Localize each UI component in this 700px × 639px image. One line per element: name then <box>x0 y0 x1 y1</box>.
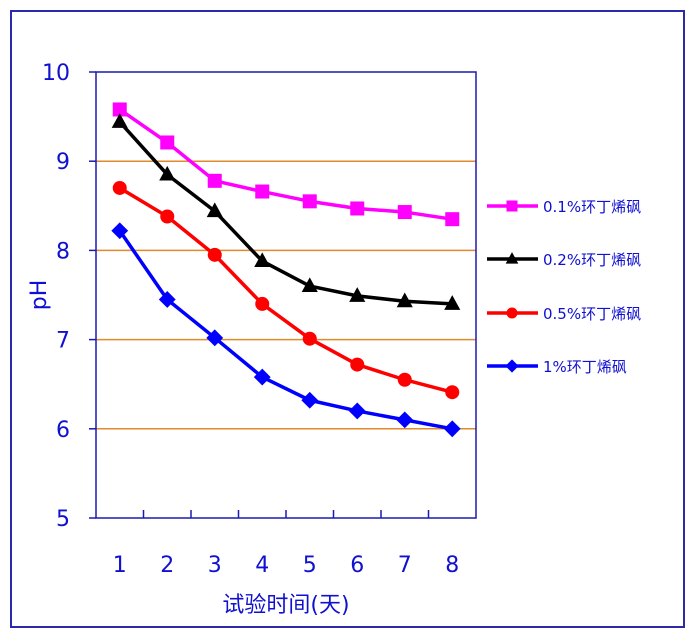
data-point <box>350 357 365 372</box>
data-point <box>255 184 270 199</box>
legend: 0.1%环丁烯砜 0.2%环丁烯砜 0.5%环丁烯砜 1%环丁烯砜 <box>487 198 641 376</box>
legend-swatch-marker <box>506 200 518 212</box>
data-point <box>349 287 366 302</box>
y-tick-label: 5 <box>56 507 70 532</box>
x-tick-label: 4 <box>255 553 269 578</box>
x-tick-labels: 1 2 3 4 5 6 7 8 <box>113 553 460 578</box>
data-point <box>207 247 222 262</box>
y-tick-labels: 5 6 7 8 9 10 <box>42 61 70 532</box>
legend-swatch-marker <box>505 252 519 264</box>
data-point <box>158 291 176 308</box>
series-line <box>118 108 453 221</box>
grid-lines <box>96 160 476 430</box>
legend-swatch-marker <box>505 359 519 373</box>
series-line <box>118 120 453 306</box>
data-point <box>350 201 365 216</box>
x-tick-label: 5 <box>303 553 317 578</box>
data-point <box>159 165 176 181</box>
x-tick-label: 6 <box>350 553 364 578</box>
data-point <box>301 277 318 293</box>
y-axis-title: pH <box>27 280 52 311</box>
legend-item-1: 0.1%环丁烯砜 <box>487 198 641 216</box>
data-point <box>396 292 413 308</box>
y-tick-label: 7 <box>56 329 70 354</box>
x-tick-label: 2 <box>160 553 174 578</box>
legend-label: 0.2%环丁烯砜 <box>543 251 641 269</box>
data-point <box>112 180 127 195</box>
y-tick-label: 6 <box>56 418 70 443</box>
y-tick-label: 8 <box>56 239 70 264</box>
series-layer <box>111 102 461 438</box>
x-axis-title: 试验时间(天) <box>222 593 349 618</box>
data-point <box>255 296 270 311</box>
data-point <box>254 252 271 268</box>
data-point <box>348 402 366 420</box>
data-point <box>111 222 129 240</box>
x-tick-label: 1 <box>113 553 127 578</box>
plot-area-border <box>95 71 477 519</box>
legend-swatch-marker <box>506 307 518 319</box>
x-tick-label: 8 <box>445 553 459 578</box>
data-point <box>253 368 271 386</box>
legend-item-3: 0.5%环丁烯砜 <box>487 305 641 323</box>
data-point <box>397 205 412 220</box>
axis-ticks <box>89 71 430 519</box>
data-point <box>206 329 224 347</box>
data-point <box>302 331 317 346</box>
legend-label: 1%环丁烯砜 <box>543 358 627 376</box>
series-line <box>118 186 453 394</box>
data-point <box>160 209 175 224</box>
data-point <box>445 212 460 227</box>
legend-item-4: 1%环丁烯砜 <box>487 358 627 376</box>
data-point <box>206 202 223 218</box>
y-tick-label: 9 <box>56 150 70 175</box>
data-point <box>160 135 175 150</box>
x-tick-label: 3 <box>208 553 222 578</box>
data-point <box>445 385 460 400</box>
data-point <box>207 173 222 188</box>
series-4 <box>111 222 461 438</box>
legend-label: 0.5%环丁烯砜 <box>543 305 641 323</box>
data-point <box>444 295 461 310</box>
series-line <box>118 229 453 431</box>
data-point <box>301 391 319 409</box>
data-point <box>443 420 461 438</box>
y-tick-label: 10 <box>42 61 70 86</box>
data-point <box>397 372 412 387</box>
series-1 <box>112 102 460 227</box>
series-2 <box>111 113 461 310</box>
data-point <box>396 411 414 429</box>
legend-label: 0.1%环丁烯砜 <box>543 198 641 216</box>
legend-item-2: 0.2%环丁烯砜 <box>487 251 641 269</box>
data-point <box>112 102 127 117</box>
series-3 <box>112 180 460 400</box>
data-point <box>111 113 128 128</box>
x-tick-label: 7 <box>398 553 412 578</box>
data-point <box>302 194 317 209</box>
